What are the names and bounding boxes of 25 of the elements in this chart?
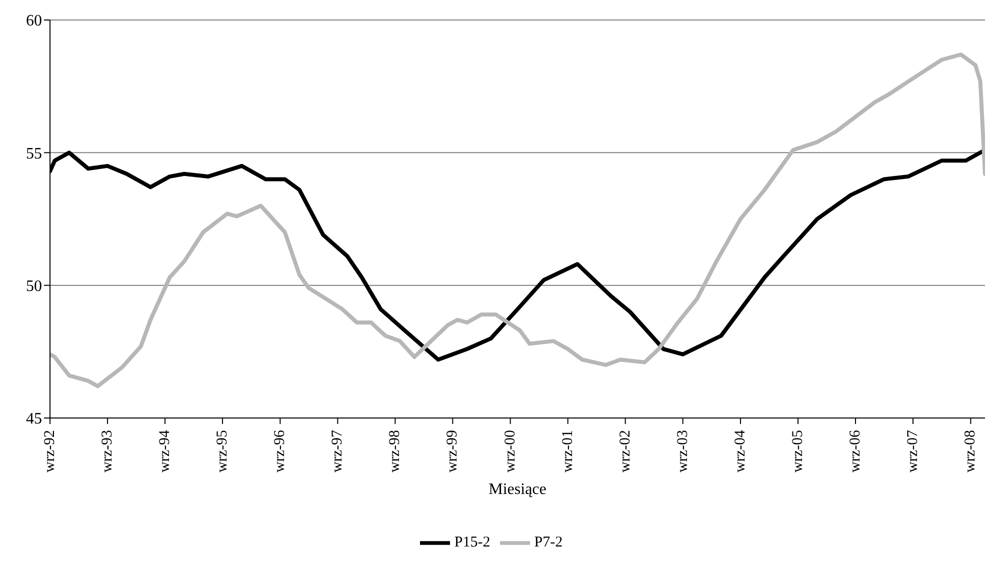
x-tick-label: wrz-98 (387, 430, 404, 472)
x-tick-label: wrz-07 (905, 430, 922, 472)
x-tick-label: wrz-08 (962, 430, 979, 472)
y-tick-label: 55 (26, 145, 42, 162)
x-axis-title: Miesiące (488, 481, 546, 498)
x-tick-label: wrz-97 (330, 430, 346, 472)
y-tick-label: 45 (26, 410, 42, 428)
x-tick-label: wrz-01 (560, 430, 576, 472)
x-tick-label: wrz-05 (790, 430, 806, 472)
x-tick-label: wrz-00 (502, 430, 518, 472)
x-tick-label: wrz-06 (848, 430, 864, 472)
legend-label: P15-2 (454, 534, 490, 550)
line-series (50, 52, 985, 388)
x-tick-label: wrz-94 (157, 430, 174, 472)
y-tick-label: 60 (26, 12, 42, 30)
x-tick-label: wrz-95 (214, 430, 231, 472)
x-tick-label: wrz-02 (617, 430, 634, 472)
legend-label: P7-2 (534, 534, 563, 550)
x-tick-label: wrz-04 (732, 430, 748, 472)
x-tick-label: wrz-99 (444, 430, 461, 472)
y-tick-label: 50 (26, 278, 42, 296)
x-tick-label: wrz-96 (272, 430, 288, 472)
x-tick-label: wrz-93 (100, 430, 116, 472)
x-tick-label: wrz-03 (674, 430, 691, 472)
x-tick-label: wrz-92 (42, 430, 58, 472)
